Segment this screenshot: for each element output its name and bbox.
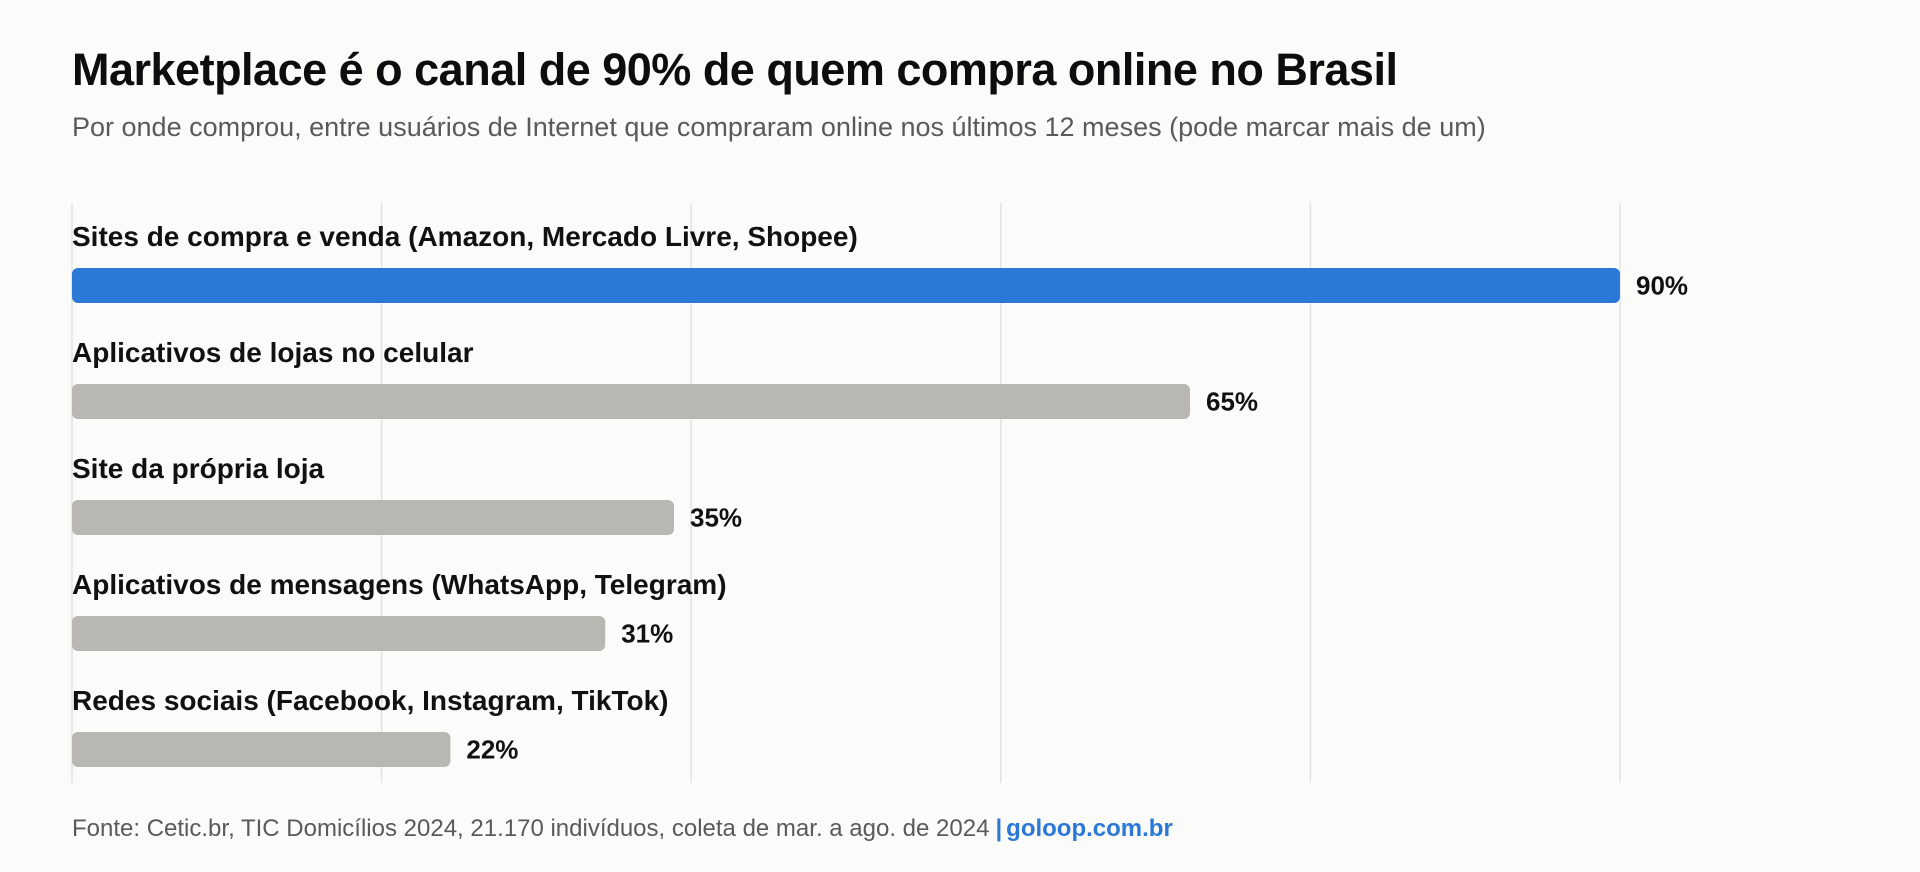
brand-link[interactable]: goloop.com.br — [1006, 815, 1173, 842]
data-label: 65% — [1206, 387, 1258, 417]
bars: Sites de compra e venda (Amazon, Mercado… — [72, 221, 1688, 767]
chart-title: Marketplace é o canal de 90% de quem com… — [72, 44, 1398, 95]
data-label: 22% — [466, 735, 518, 765]
bar — [72, 384, 1190, 419]
source-footer: Fonte: Cetic.br, TIC Domicílios 2024, 21… — [72, 815, 1173, 843]
bar — [72, 500, 674, 535]
category-label: Sites de compra e venda (Amazon, Mercado… — [72, 221, 858, 252]
category-label: Aplicativos de lojas no celular — [72, 337, 474, 368]
data-label: 90% — [1636, 271, 1688, 301]
category-label: Redes sociais (Facebook, Instagram, TikT… — [72, 685, 669, 716]
source-text: Fonte: Cetic.br, TIC Domicílios 2024, 21… — [72, 815, 990, 842]
data-label: 35% — [690, 503, 742, 533]
category-label: Aplicativos de mensagens (WhatsApp, Tele… — [72, 569, 727, 600]
category-label: Site da própria loja — [72, 453, 324, 484]
bar — [72, 268, 1620, 303]
chart-subtitle: Por onde comprou, entre usuários de Inte… — [72, 112, 1486, 142]
footer-separator: | — [995, 815, 1003, 842]
data-label: 31% — [621, 619, 673, 649]
bar — [72, 732, 451, 767]
bar — [72, 616, 606, 651]
bar-chart: Sites de compra e venda (Amazon, Mercado… — [71, 203, 1688, 783]
